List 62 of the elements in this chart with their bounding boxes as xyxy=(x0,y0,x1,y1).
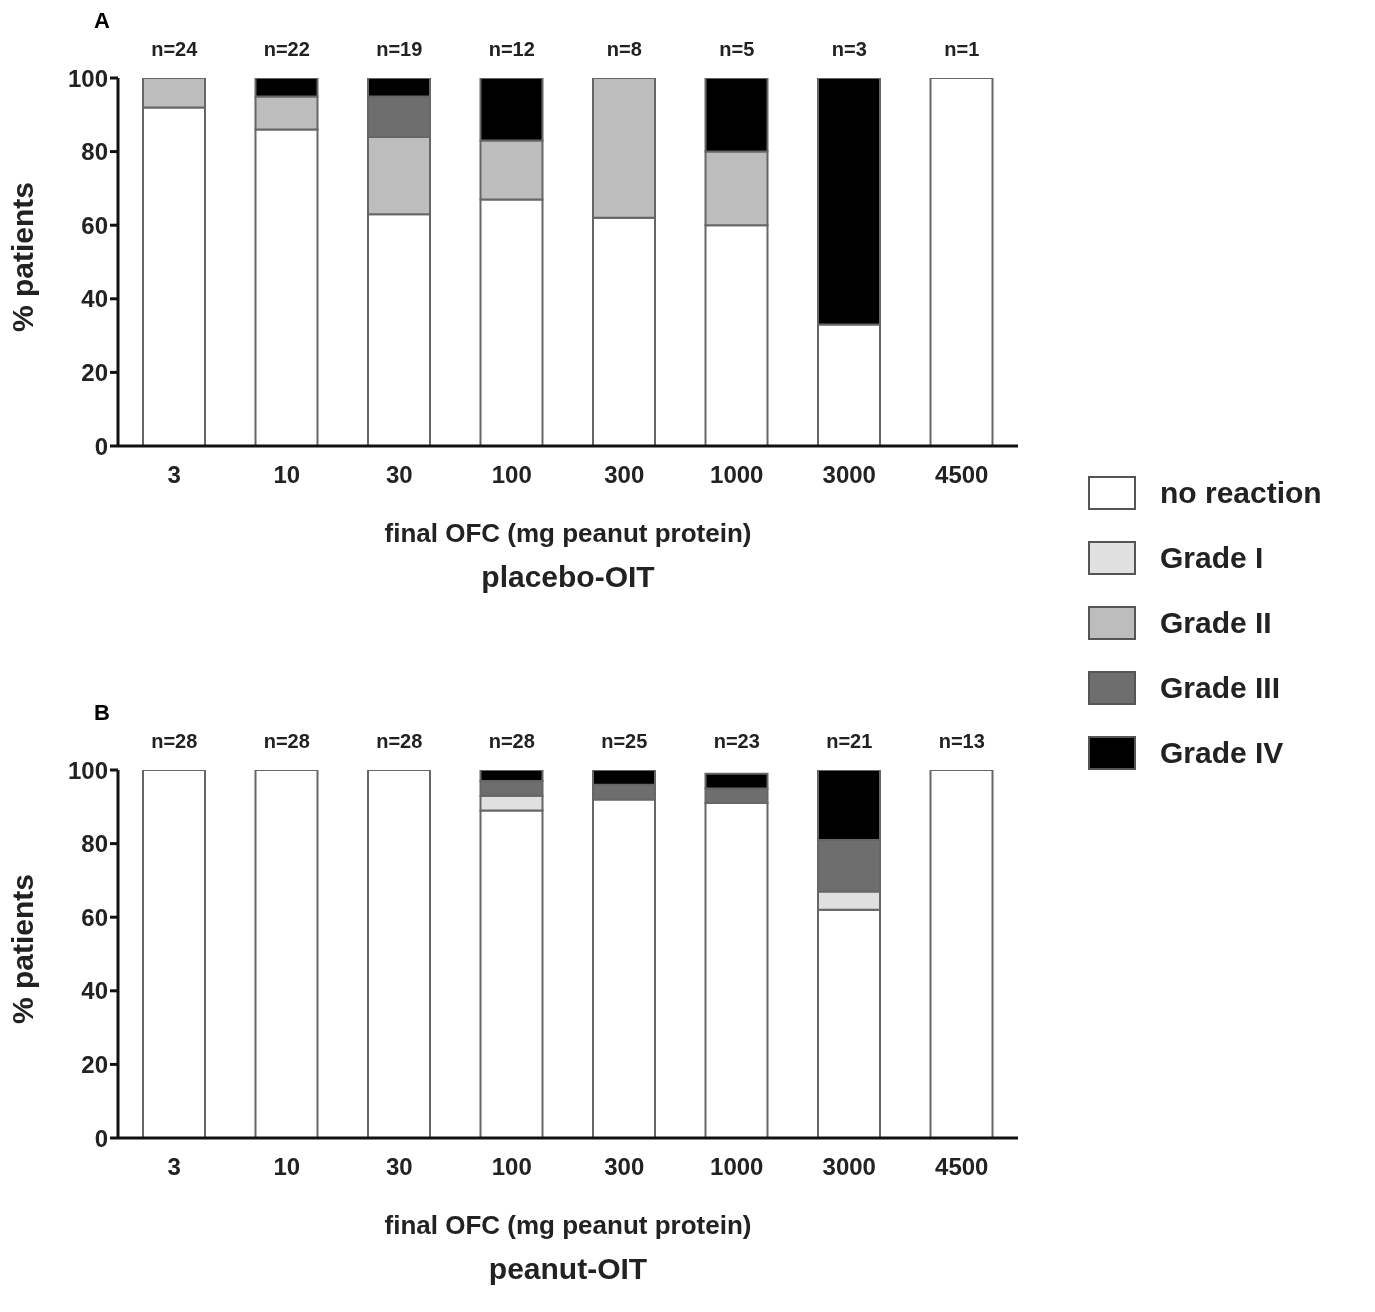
legend-label: Grade I xyxy=(1160,540,1264,575)
text: n=19 xyxy=(376,38,423,60)
text: n=28 xyxy=(376,730,423,752)
y-tick-label: 60 xyxy=(81,211,108,239)
y-tick-label: 20 xyxy=(81,1050,108,1078)
text: n=21 xyxy=(826,730,873,752)
y-tick-label: 80 xyxy=(81,830,108,858)
x-tick-label: 100 xyxy=(491,461,532,489)
x-tick-label: 1000 xyxy=(710,461,764,489)
x-tick-label: 3000 xyxy=(822,1153,876,1181)
text: n=8 xyxy=(606,38,642,60)
x-tick-label: 3 xyxy=(167,1153,181,1181)
y-tick-label: 100 xyxy=(67,64,108,92)
bar xyxy=(367,770,431,1138)
chart-title: B xyxy=(94,700,110,726)
text: n=3 xyxy=(831,38,867,60)
text: n=24 xyxy=(151,38,199,60)
bar xyxy=(929,770,994,1138)
text: n=28 xyxy=(263,730,310,752)
chart-title: A xyxy=(94,8,110,34)
x-tick-label: 300 xyxy=(604,461,645,489)
x-tick-label: 300 xyxy=(604,1153,645,1181)
x-tick-label: 4500 xyxy=(935,461,989,489)
y-tick-label: 0 xyxy=(94,432,108,460)
text: n=28 xyxy=(151,730,198,752)
x-tick-label: 30 xyxy=(385,461,413,489)
x-tick-label: 10 xyxy=(273,461,301,489)
text: no reaction xyxy=(1160,475,1322,510)
text: n=12 xyxy=(488,38,535,60)
y-tick-label: 100 xyxy=(67,756,108,784)
text: peanut-OIT xyxy=(487,1252,649,1286)
x-tick-label: 3000 xyxy=(822,461,876,489)
x-tick-label: 30 xyxy=(385,1153,413,1181)
x-tick-label: 4500 xyxy=(935,1153,989,1181)
text: n=13 xyxy=(938,730,985,752)
text: placebo-OIT xyxy=(480,560,656,594)
bar xyxy=(142,770,206,1138)
x-tick-label: 3 xyxy=(167,461,181,489)
x-tick-label: 100 xyxy=(491,1153,532,1181)
legend-label: Grade IV xyxy=(1160,735,1284,770)
y-tick-label: 60 xyxy=(81,903,108,931)
y-tick-label: 80 xyxy=(81,138,108,166)
y-tick-label: 40 xyxy=(81,977,108,1005)
text: n=1 xyxy=(944,38,980,60)
text: n=23 xyxy=(713,730,760,752)
legend-label: Grade II xyxy=(1160,605,1272,640)
legend-label: Grade III xyxy=(1160,670,1281,705)
bar xyxy=(929,78,994,446)
y-tick-label: 20 xyxy=(81,358,108,386)
text: n=25 xyxy=(601,730,648,752)
text: n=22 xyxy=(263,38,310,60)
y-tick-label: 40 xyxy=(81,285,108,313)
x-tick-label: 10 xyxy=(273,1153,301,1181)
y-tick-label: 0 xyxy=(94,1124,108,1152)
bar xyxy=(254,770,319,1138)
x-tick-label: 1000 xyxy=(710,1153,764,1181)
y-axis-title: % patients xyxy=(5,873,39,1024)
x-axis-title: final OFC (mg peanut protein) xyxy=(383,1210,753,1241)
text: n=28 xyxy=(488,730,535,752)
y-axis-title: % patients xyxy=(5,181,39,332)
x-axis-title: final OFC (mg peanut protein) xyxy=(383,518,753,549)
text: n=5 xyxy=(719,38,755,60)
